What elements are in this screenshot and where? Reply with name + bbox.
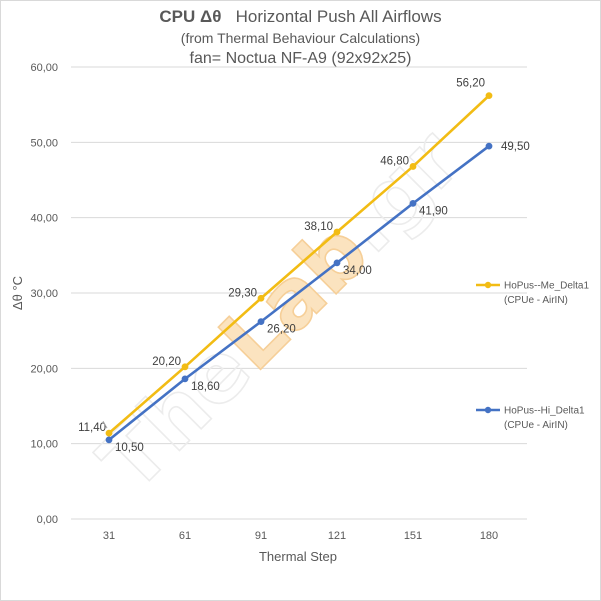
data-point	[181, 375, 189, 383]
x-tick-label: 91	[255, 530, 267, 542]
data-label: 10,50	[115, 442, 144, 454]
x-tick-label: 31	[103, 530, 115, 542]
legend-entry-sublabel: (CPUe - AirIN)	[504, 295, 568, 306]
data-label: 26,20	[267, 324, 296, 336]
legend-entry-label: HoPus--Hi_Delta1	[504, 406, 585, 417]
y-axis-label: Δθ °C	[10, 276, 25, 310]
series-group: 11,40 20,20 29,30 38,10 46,80 56,20 10,50 18,60…	[78, 78, 530, 454]
data-point	[257, 318, 265, 326]
data-point	[181, 363, 189, 371]
x-axis-ticks: 31 61 91 121 151 180	[103, 530, 498, 542]
y-tick-label: 0,00	[37, 514, 58, 526]
gridlines	[71, 66, 527, 520]
y-tick-label: 60,00	[30, 62, 58, 74]
data-point	[333, 259, 341, 267]
legend-entry-label: HoPus--Me_Delta1	[504, 281, 589, 292]
data-point	[409, 163, 417, 170]
chart-title-block: CPU Δθ Horizontal Push All Airflows (fro…	[0, 6, 601, 70]
data-point	[485, 142, 493, 150]
series-line	[108, 94, 490, 435]
data-label: 41,90	[419, 205, 448, 217]
x-tick-label: 151	[404, 530, 422, 542]
series-line	[108, 145, 490, 441]
data-label: 46,80	[380, 155, 409, 167]
data-label: 20,20	[152, 356, 181, 368]
y-tick-label: 10,00	[30, 439, 58, 451]
y-tick-label: 50,00	[30, 137, 58, 149]
legend-swatch-marker	[484, 281, 492, 289]
data-point	[105, 429, 113, 437]
data-point	[105, 436, 113, 444]
y-tick-label: 40,00	[30, 213, 58, 225]
data-point	[257, 294, 265, 302]
chart-title: CPU Δθ Horizontal Push All Airflows	[0, 6, 601, 28]
data-point	[409, 199, 417, 207]
y-axis-ticks: 0,00 10,00 20,00 30,00 40,00 50,00 60,00	[30, 62, 58, 526]
data-label: 29,30	[228, 287, 257, 299]
chart-title-bold: CPU Δθ	[159, 7, 222, 26]
data-label: 56,20	[456, 78, 485, 90]
x-tick-label: 180	[480, 530, 498, 542]
legend-swatch-marker	[484, 406, 492, 414]
chart-subtitle-2: fan= Noctua NF-A9 (92x92x25)	[189, 50, 412, 67]
chart-title-rest: Horizontal Push All Airflows	[235, 7, 442, 26]
legend-entry-sublabel: (CPUe - AirIN)	[504, 420, 568, 431]
y-tick-label: 30,00	[30, 288, 58, 300]
x-axis-label: Thermal Step	[259, 549, 337, 564]
data-label: 18,60	[191, 381, 220, 393]
data-label: 34,00	[343, 265, 372, 277]
data-point	[333, 228, 341, 236]
data-label: 38,10	[304, 221, 333, 233]
x-tick-label: 61	[179, 530, 191, 542]
label-leader-line	[102, 420, 108, 429]
y-tick-label: 20,00	[30, 363, 58, 375]
data-label: 49,50	[501, 141, 530, 153]
chart-subtitle-1: (from Thermal Behaviour Calculations)	[180, 30, 421, 46]
x-tick-label: 121	[328, 530, 346, 542]
legend: HoPus--Me_Delta1 (CPUe - AirIN) HoPus--Hi_…	[476, 281, 589, 431]
data-point	[485, 92, 493, 100]
data-label: 11,40	[78, 422, 106, 434]
